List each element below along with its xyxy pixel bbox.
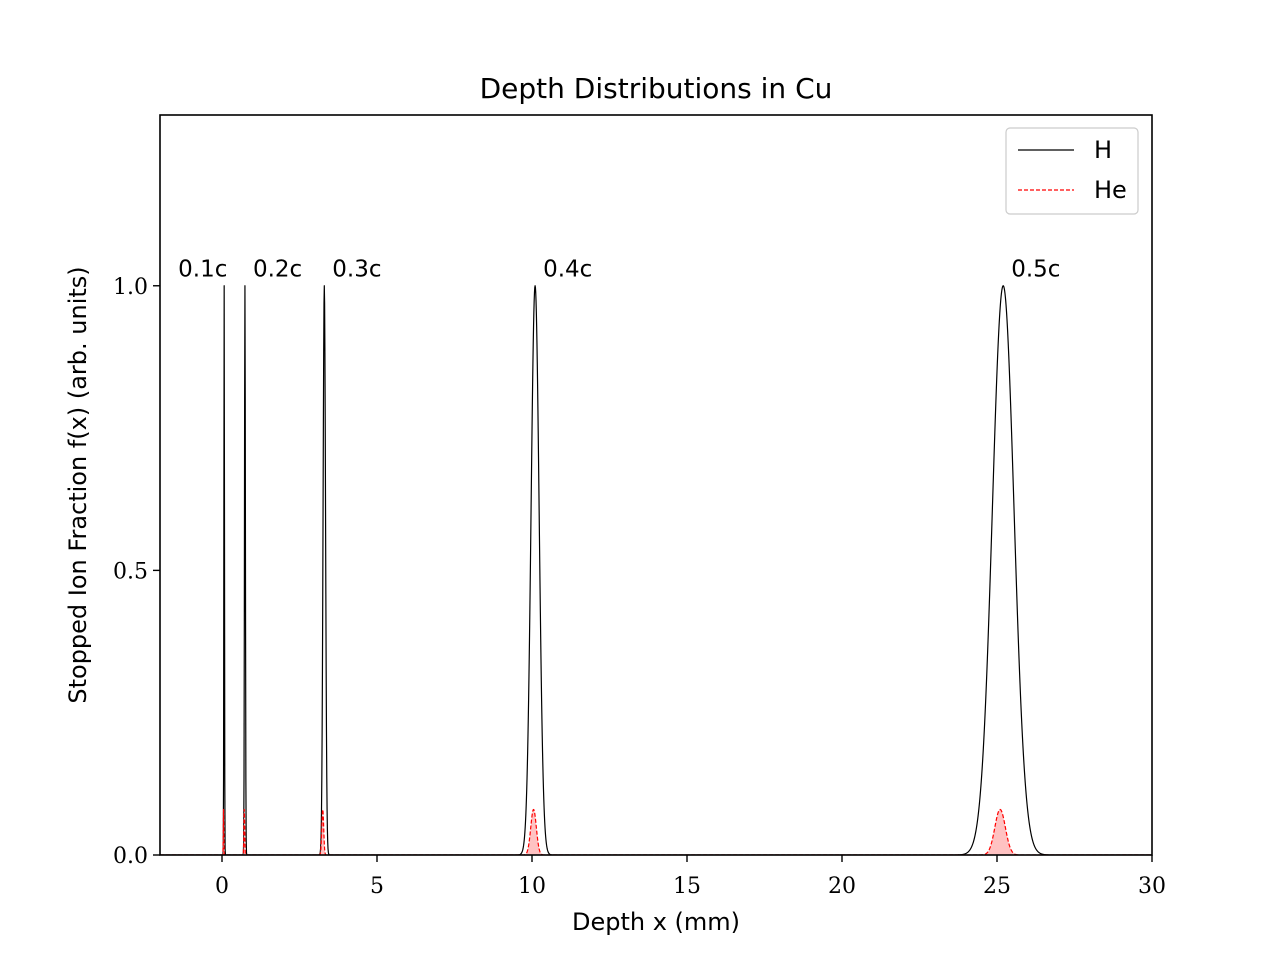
- peak-label: 0.3c: [332, 257, 381, 283]
- series-line-h: [160, 285, 1152, 855]
- peak-label: 0.1c: [178, 257, 227, 283]
- legend-label-h: H: [1094, 136, 1112, 164]
- x-tick-label: 25: [983, 874, 1011, 899]
- y-axis: 0.0 0.5 1.0: [113, 275, 160, 869]
- x-tick-label: 0: [215, 874, 229, 899]
- y-tick-label: 0.0: [113, 844, 148, 869]
- plot-area: [159, 114, 1153, 856]
- chart-title: Depth Distributions in Cu: [480, 72, 833, 105]
- legend: H He: [1005, 127, 1139, 215]
- y-axis-label: Stopped Ion Fraction f(x) (arb. units): [64, 266, 92, 703]
- peak-annotations: 0.1c 0.2c 0.3c 0.4c 0.5c: [178, 257, 1060, 283]
- axes-frame: [159, 114, 1153, 856]
- x-axis-label: Depth x (mm): [572, 908, 740, 936]
- peak-label: 0.5c: [1011, 257, 1060, 283]
- y-tick-label: 1.0: [113, 275, 148, 300]
- x-tick-label: 5: [370, 874, 384, 899]
- y-tick-label: 0.5: [113, 559, 148, 584]
- x-tick-label: 30: [1138, 874, 1166, 899]
- x-tick-label: 20: [828, 874, 856, 899]
- peak-label: 0.4c: [543, 257, 592, 283]
- x-axis: 0 5 10 15 20 25 30: [215, 855, 1166, 899]
- legend-label-he: He: [1094, 176, 1127, 204]
- series-line-he: [160, 808, 1152, 855]
- plot-body: [160, 285, 1152, 855]
- peak-label: 0.2c: [253, 257, 302, 283]
- x-tick-label: 10: [518, 874, 546, 899]
- x-tick-label: 15: [673, 874, 701, 899]
